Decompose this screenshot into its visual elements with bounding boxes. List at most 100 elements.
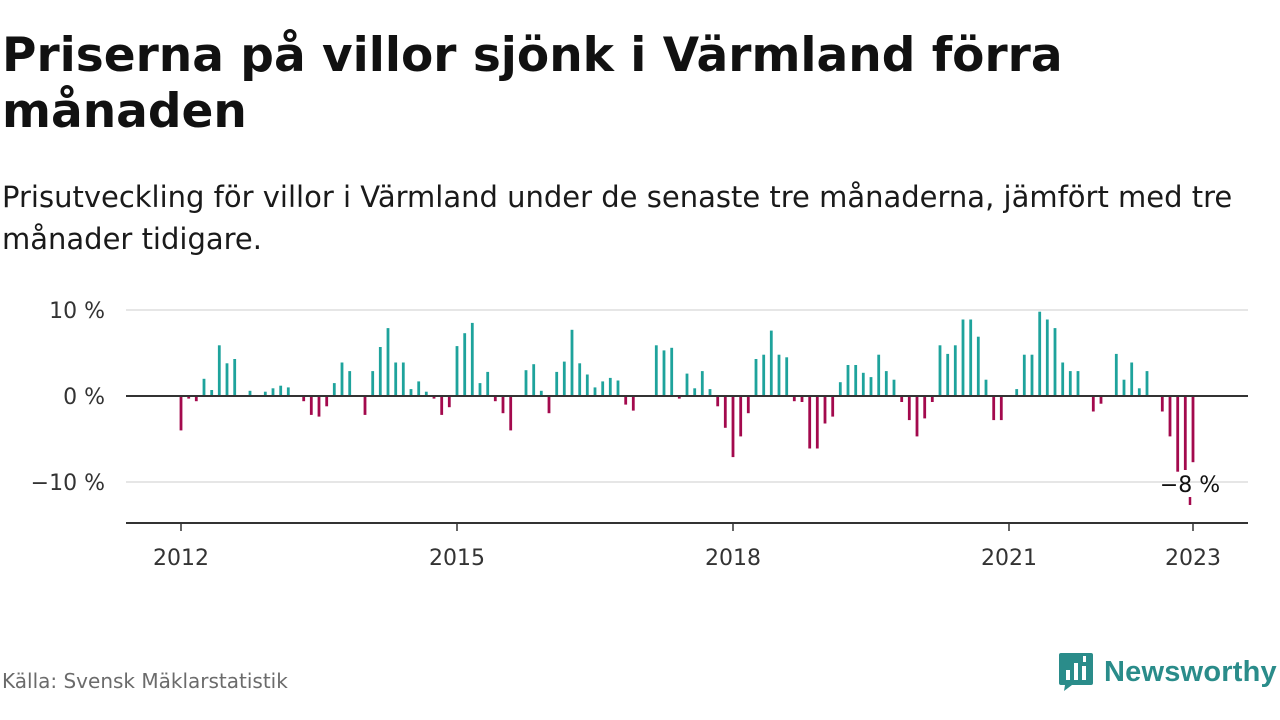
- bar: [325, 396, 329, 407]
- bar: [562, 361, 566, 396]
- bar: [677, 396, 681, 399]
- bar: [1061, 362, 1065, 396]
- bar: [938, 345, 942, 396]
- bar: [616, 380, 620, 396]
- bar: [1076, 371, 1080, 396]
- bar: [248, 390, 252, 396]
- bar: [869, 377, 873, 396]
- bar: [716, 396, 720, 407]
- bar: [762, 354, 766, 396]
- bar: [792, 396, 796, 402]
- bar: [1068, 371, 1072, 396]
- bar: [1145, 371, 1149, 396]
- bar: [225, 363, 229, 396]
- bar: [317, 396, 321, 417]
- bar: [309, 396, 313, 415]
- tick-labels: 10 % 0 % −10 % 2012 2015 2018 2021 2023 −8 %: [31, 299, 1221, 571]
- bar: [386, 328, 390, 396]
- bar: [486, 371, 490, 396]
- bar: [670, 347, 674, 396]
- bar: [823, 396, 827, 424]
- bar: [263, 391, 267, 396]
- bar: [800, 396, 804, 402]
- bar: [202, 378, 206, 396]
- bar: [570, 329, 574, 396]
- bar: [210, 390, 214, 396]
- bar: [900, 396, 904, 402]
- bar: [999, 396, 1003, 421]
- bar: [1053, 328, 1057, 396]
- bar: [378, 347, 382, 396]
- bar: [984, 379, 988, 396]
- bar: [915, 396, 919, 437]
- x-tick-label: 2023: [1165, 546, 1221, 571]
- bar: [340, 362, 344, 396]
- x-tick-label: 2012: [153, 546, 209, 571]
- bar: [1114, 353, 1118, 396]
- bar: [1176, 396, 1180, 472]
- bar: [417, 381, 421, 396]
- chart-title: Priserna på villor sjönk i Värmland förr…: [2, 28, 1063, 139]
- bar: [624, 396, 628, 405]
- y-tick-label: −10 %: [31, 471, 105, 496]
- bar: [746, 396, 750, 414]
- bar: [394, 362, 398, 396]
- source-note: Källa: Svensk Mäklarstatistik: [2, 669, 288, 693]
- bar: [815, 396, 819, 449]
- bar: [302, 396, 306, 402]
- bar: [1160, 396, 1164, 412]
- bar: [363, 396, 367, 415]
- bar: [555, 371, 559, 396]
- bar: [608, 377, 612, 396]
- bar: [884, 371, 888, 396]
- bar: [187, 396, 191, 399]
- bar: [409, 389, 413, 396]
- bar: [493, 396, 497, 402]
- brand-name: Newsworthy: [1104, 655, 1277, 688]
- bar: [838, 382, 842, 396]
- bar: [923, 396, 927, 419]
- bar: [1130, 362, 1134, 396]
- bar: [194, 396, 198, 402]
- bar: [524, 370, 528, 396]
- bar: [539, 390, 543, 396]
- bar: [401, 362, 405, 396]
- bar: [708, 389, 712, 396]
- bar: [662, 350, 666, 396]
- bar: [1045, 319, 1049, 396]
- bar: [739, 396, 743, 437]
- bar: [233, 359, 237, 396]
- bar: [992, 396, 996, 421]
- bar: [271, 388, 275, 396]
- bar: [463, 333, 467, 396]
- bar: [969, 319, 973, 396]
- bar: [532, 364, 536, 396]
- bar: [693, 388, 697, 396]
- bar-series: [179, 311, 1195, 472]
- bar: [685, 373, 689, 396]
- bar: [976, 336, 980, 396]
- axes: [126, 395, 1248, 531]
- bar: [424, 391, 428, 396]
- bar: [547, 396, 551, 414]
- bar: [930, 396, 934, 402]
- newsworthy-logo-icon: [1059, 653, 1093, 691]
- bar: [631, 396, 635, 411]
- y-tick-label: 10 %: [49, 299, 105, 324]
- bar: [877, 354, 881, 396]
- bar: [769, 330, 773, 396]
- bar: [217, 345, 221, 396]
- x-tick-label: 2015: [429, 546, 485, 571]
- bar: [1038, 311, 1042, 396]
- bar: [1191, 396, 1195, 463]
- bar: [1137, 388, 1141, 396]
- bar-chart: 10 % 0 % −10 % 2012 2015 2018 2021 2023 −8 %: [31, 299, 1248, 571]
- bar: [1168, 396, 1172, 437]
- bar: [892, 379, 896, 396]
- annotation-label: −8 %: [1160, 473, 1220, 498]
- bar: [585, 374, 589, 396]
- bar: [731, 396, 735, 458]
- bar: [286, 387, 290, 396]
- bar: [861, 372, 865, 396]
- bar: [348, 371, 352, 396]
